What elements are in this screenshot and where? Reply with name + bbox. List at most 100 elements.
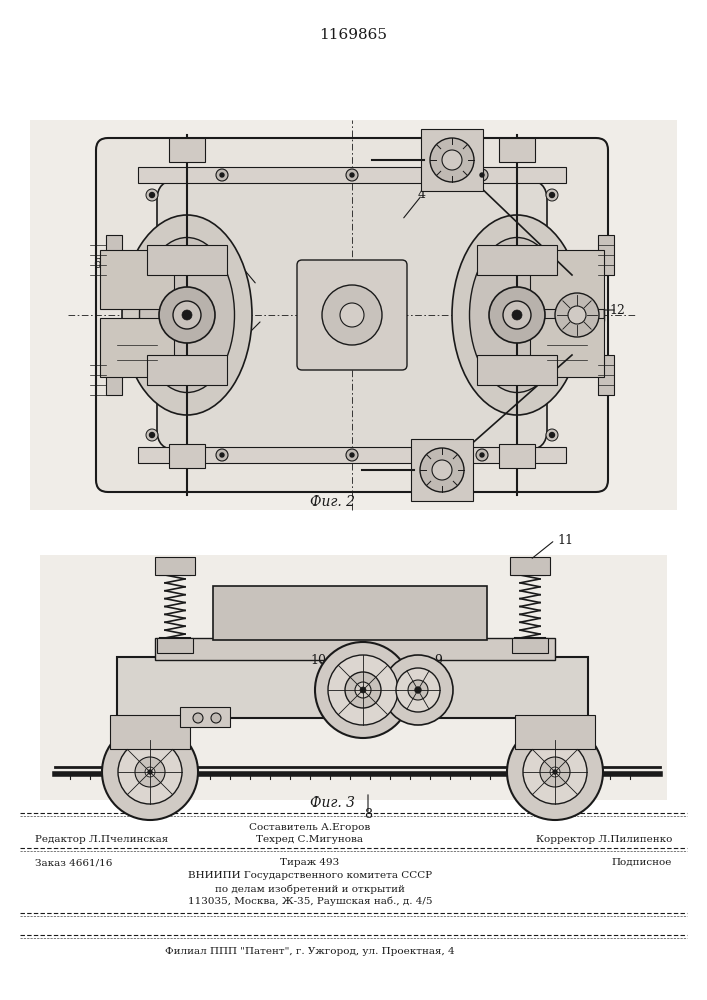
Text: 10: 10 bbox=[310, 654, 326, 666]
Circle shape bbox=[549, 432, 554, 438]
Circle shape bbox=[546, 189, 558, 201]
FancyBboxPatch shape bbox=[96, 138, 608, 492]
Bar bbox=[598, 235, 614, 275]
FancyBboxPatch shape bbox=[530, 250, 604, 309]
Circle shape bbox=[346, 169, 358, 181]
Circle shape bbox=[396, 668, 440, 712]
Text: 4: 4 bbox=[418, 188, 426, 202]
Circle shape bbox=[216, 169, 228, 181]
Circle shape bbox=[135, 757, 165, 787]
Circle shape bbox=[216, 449, 228, 461]
Circle shape bbox=[480, 453, 484, 457]
Circle shape bbox=[507, 724, 603, 820]
Circle shape bbox=[540, 757, 570, 787]
Circle shape bbox=[350, 453, 354, 457]
FancyBboxPatch shape bbox=[110, 715, 190, 749]
Text: 9: 9 bbox=[434, 654, 442, 666]
Circle shape bbox=[315, 642, 411, 738]
Text: Подписное: Подписное bbox=[612, 858, 672, 867]
Circle shape bbox=[148, 770, 152, 774]
Circle shape bbox=[350, 173, 354, 177]
FancyBboxPatch shape bbox=[530, 318, 604, 377]
Circle shape bbox=[489, 287, 545, 343]
Text: Тираж 493: Тираж 493 bbox=[281, 858, 339, 867]
FancyBboxPatch shape bbox=[117, 657, 588, 718]
Circle shape bbox=[340, 303, 364, 327]
Circle shape bbox=[476, 169, 488, 181]
Circle shape bbox=[430, 138, 474, 182]
Text: 113035, Москва, Ж-35, Раушская наб., д. 4/5: 113035, Москва, Ж-35, Раушская наб., д. … bbox=[188, 897, 432, 906]
Circle shape bbox=[476, 449, 488, 461]
Circle shape bbox=[193, 713, 203, 723]
Circle shape bbox=[523, 740, 587, 804]
FancyBboxPatch shape bbox=[515, 715, 595, 749]
Circle shape bbox=[546, 429, 558, 441]
Circle shape bbox=[173, 301, 201, 329]
FancyBboxPatch shape bbox=[100, 318, 174, 377]
Bar bbox=[169, 138, 205, 162]
Text: 12: 12 bbox=[609, 304, 625, 316]
Text: 5: 5 bbox=[228, 248, 236, 261]
Text: 6: 6 bbox=[93, 258, 101, 271]
Text: Филиал ППП "Патент", г. Ужгород, ул. Проектная, 4: Филиал ППП "Патент", г. Ужгород, ул. Про… bbox=[165, 947, 455, 956]
Text: 7: 7 bbox=[228, 344, 236, 357]
Circle shape bbox=[420, 448, 464, 492]
Text: 11: 11 bbox=[557, 534, 573, 546]
Circle shape bbox=[553, 770, 557, 774]
Circle shape bbox=[360, 687, 366, 693]
Text: Составитель А.Егоров: Составитель А.Егоров bbox=[250, 823, 370, 832]
Circle shape bbox=[220, 453, 224, 457]
Ellipse shape bbox=[139, 237, 235, 392]
Circle shape bbox=[432, 460, 452, 480]
Bar bbox=[147, 355, 227, 385]
Circle shape bbox=[182, 310, 192, 320]
Text: Техред С.Мигунова: Техред С.Мигунова bbox=[257, 835, 363, 844]
FancyBboxPatch shape bbox=[421, 129, 483, 191]
Bar bbox=[512, 638, 548, 653]
Bar bbox=[499, 138, 535, 162]
Circle shape bbox=[322, 285, 382, 345]
Circle shape bbox=[408, 680, 428, 700]
Circle shape bbox=[149, 432, 155, 438]
Text: ВНИИПИ Государственного комитета СССР: ВНИИПИ Государственного комитета СССР bbox=[188, 871, 432, 880]
Bar bbox=[477, 355, 557, 385]
Circle shape bbox=[328, 655, 398, 725]
Circle shape bbox=[346, 449, 358, 461]
Bar bbox=[180, 707, 230, 727]
Circle shape bbox=[102, 724, 198, 820]
Circle shape bbox=[211, 713, 221, 723]
Text: 8: 8 bbox=[364, 808, 372, 820]
Ellipse shape bbox=[122, 215, 252, 415]
Circle shape bbox=[118, 740, 182, 804]
Circle shape bbox=[568, 306, 586, 324]
Circle shape bbox=[146, 189, 158, 201]
FancyBboxPatch shape bbox=[100, 250, 174, 309]
Circle shape bbox=[549, 192, 554, 198]
Bar bbox=[157, 638, 193, 653]
Text: Фиг. 3: Фиг. 3 bbox=[310, 796, 356, 810]
Bar bbox=[598, 355, 614, 395]
Bar bbox=[155, 557, 195, 575]
Circle shape bbox=[480, 173, 484, 177]
Text: Корректор Л.Пилипенко: Корректор Л.Пилипенко bbox=[536, 835, 672, 844]
Ellipse shape bbox=[469, 237, 564, 392]
Circle shape bbox=[220, 173, 224, 177]
Circle shape bbox=[550, 767, 560, 777]
Text: Фиг. 2: Фиг. 2 bbox=[310, 495, 354, 509]
Text: 1169865: 1169865 bbox=[319, 28, 387, 42]
Circle shape bbox=[145, 767, 155, 777]
Text: Редактор Л.Пчелинская: Редактор Л.Пчелинская bbox=[35, 835, 168, 844]
Circle shape bbox=[149, 192, 155, 198]
Circle shape bbox=[345, 672, 381, 708]
FancyBboxPatch shape bbox=[213, 586, 487, 640]
Circle shape bbox=[512, 310, 522, 320]
Bar bbox=[477, 245, 557, 275]
Bar bbox=[106, 235, 122, 275]
Bar bbox=[106, 355, 122, 395]
FancyBboxPatch shape bbox=[297, 260, 407, 370]
Text: по делам изобретений и открытий: по делам изобретений и открытий bbox=[215, 884, 405, 894]
Text: Заказ 4661/16: Заказ 4661/16 bbox=[35, 858, 112, 867]
Circle shape bbox=[442, 150, 462, 170]
FancyBboxPatch shape bbox=[157, 180, 547, 450]
Circle shape bbox=[355, 682, 371, 698]
